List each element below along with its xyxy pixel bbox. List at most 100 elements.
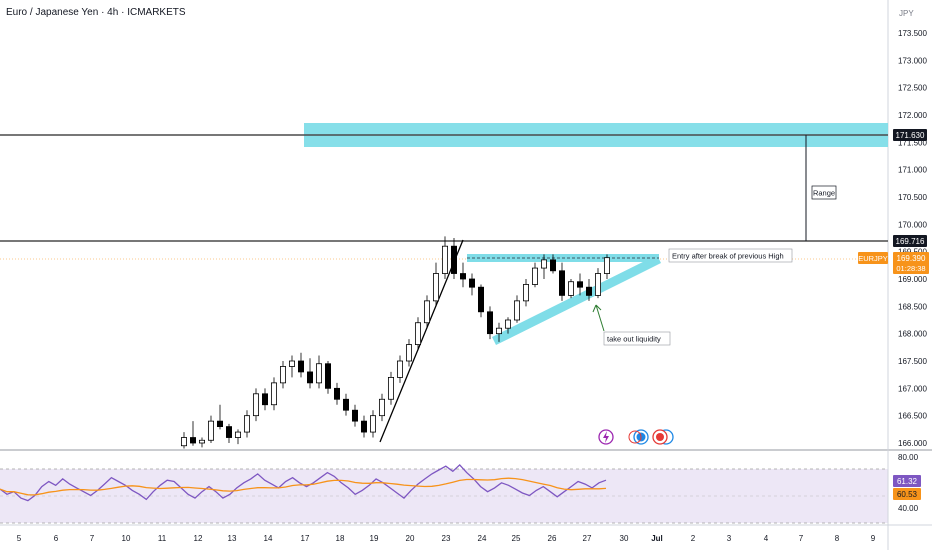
bearish-candle[interactable]	[586, 286, 593, 296]
price-tick-label: 169.000	[898, 275, 927, 284]
price-axis[interactable]: 173.500 173.000 172.500 172.000 171.500 171.0…	[898, 29, 927, 448]
level-label-bg-bottom	[893, 235, 927, 247]
rsi-tick-40: 40.00	[898, 504, 919, 513]
time-tick-label: 10	[122, 534, 131, 543]
bullish-candle[interactable]	[541, 259, 548, 269]
bullish-candle[interactable]	[414, 322, 421, 346]
bearish-candle[interactable]	[559, 270, 566, 296]
rsi-ma-value-bg	[893, 488, 921, 500]
time-tick-label: 7	[90, 534, 95, 543]
bullish-candle[interactable]	[432, 273, 439, 302]
time-tick-label: 8	[835, 534, 840, 543]
bullish-candle[interactable]	[405, 344, 412, 362]
time-tick-label: 3	[727, 534, 732, 543]
bearish-candle[interactable]	[550, 259, 557, 272]
bearish-candle[interactable]	[189, 437, 196, 444]
liquidity-note-box	[603, 331, 671, 346]
bullish-candle[interactable]	[207, 420, 214, 441]
chart-title: Euro / Japanese Yen · 4h · ICMARKETS	[6, 7, 186, 18]
bullish-candle[interactable]	[523, 284, 530, 302]
symbol-label: EURJPY	[858, 254, 888, 263]
bar-countdown: 01:28:38	[896, 264, 925, 273]
bullish-candle[interactable]	[279, 366, 286, 384]
time-tick-label: 25	[512, 534, 521, 543]
time-tick-label: 23	[442, 534, 451, 543]
triangle-support-trendline[interactable]	[491, 254, 662, 346]
time-tick-label: 26	[548, 534, 557, 543]
bullish-candle[interactable]	[270, 382, 277, 406]
bearish-candle[interactable]	[577, 281, 584, 288]
lightning-event-icon[interactable]	[598, 429, 614, 445]
bearish-candle[interactable]	[306, 371, 313, 384]
time-axis[interactable]: 5 6 7 10 11 12 13 14 17 18 19 20 23 24 25 26 27 30 Jul 2 3 4 7…	[17, 534, 876, 543]
economic-event-icon-blue[interactable]	[628, 429, 649, 445]
bullish-candle[interactable]	[568, 281, 575, 296]
bullish-candle[interactable]	[514, 300, 521, 321]
bullish-candle[interactable]	[604, 257, 611, 274]
bullish-candle[interactable]	[387, 376, 394, 400]
candlestick-series[interactable]	[180, 236, 611, 449]
price-tick-label: 166.000	[898, 439, 927, 448]
bearish-candle[interactable]	[477, 286, 484, 313]
bearish-candle[interactable]	[459, 273, 466, 280]
bearish-candle[interactable]	[333, 387, 340, 400]
time-tick-label: Jul	[651, 534, 663, 543]
bearish-candle[interactable]	[297, 360, 304, 373]
bullish-candle[interactable]	[180, 437, 187, 447]
bullish-candle[interactable]	[441, 245, 448, 274]
rsi-ma-value: 60.53	[897, 490, 918, 499]
bullish-candle[interactable]	[396, 360, 403, 378]
bullish-candle[interactable]	[423, 300, 430, 324]
bullish-candle[interactable]	[243, 415, 250, 433]
bullish-candle[interactable]	[315, 363, 322, 384]
price-tick-label: 168.500	[898, 302, 927, 311]
bullish-candle[interactable]	[252, 393, 259, 417]
price-tick-label: 172.500	[898, 84, 927, 93]
rsi-ma-line[interactable]	[0, 477, 607, 496]
bearish-candle[interactable]	[324, 363, 331, 389]
rsi-value: 61.32	[897, 477, 918, 486]
price-tick-label: 168.000	[898, 330, 927, 339]
current-price-label: 169.390	[897, 254, 926, 263]
bearish-candle[interactable]	[468, 278, 475, 288]
bearish-candle[interactable]	[261, 393, 268, 406]
price-tick-label: 172.000	[898, 111, 927, 120]
time-tick-label: 11	[158, 534, 167, 543]
price-tick-label: 171.000	[898, 166, 927, 175]
time-tick-label: 5	[17, 534, 22, 543]
time-tick-label: 7	[799, 534, 804, 543]
bullish-candle[interactable]	[532, 267, 539, 285]
price-tick-label: 171.500	[898, 138, 927, 147]
entry-note-box	[668, 248, 793, 263]
rsi-tick-80: 80.00	[898, 453, 919, 462]
time-tick-label: 20	[406, 534, 415, 543]
bullish-candle[interactable]	[495, 327, 502, 335]
bullish-candle[interactable]	[504, 319, 511, 329]
bullish-candle[interactable]	[198, 439, 205, 444]
bullish-candle[interactable]	[595, 273, 602, 296]
bearish-candle[interactable]	[486, 311, 493, 335]
currency-label: JPY	[899, 9, 914, 18]
symbol-label-bg	[858, 252, 888, 264]
price-tick-label: 173.000	[898, 56, 927, 65]
bearish-candle[interactable]	[225, 426, 232, 438]
impulse-trendline[interactable]	[379, 239, 464, 443]
price-tick-label: 167.500	[898, 357, 927, 366]
economic-event-icon-red[interactable]	[652, 429, 674, 445]
rsi-value-bg	[893, 475, 921, 487]
time-tick-label: 9	[871, 534, 876, 543]
bearish-candle[interactable]	[342, 398, 349, 411]
price-tick-label: 166.500	[898, 412, 927, 421]
price-tick-label: 170.500	[898, 193, 927, 202]
time-tick-label: 19	[370, 534, 379, 543]
range-label-box	[811, 185, 837, 200]
bearish-candle[interactable]	[351, 409, 358, 422]
bullish-candle[interactable]	[378, 398, 385, 417]
bearish-candle[interactable]	[360, 420, 367, 433]
bullish-candle[interactable]	[288, 360, 295, 367]
bearish-candle[interactable]	[216, 420, 223, 427]
bullish-candle[interactable]	[369, 415, 376, 433]
bearish-candle[interactable]	[450, 245, 457, 274]
bullish-candle[interactable]	[234, 431, 241, 438]
